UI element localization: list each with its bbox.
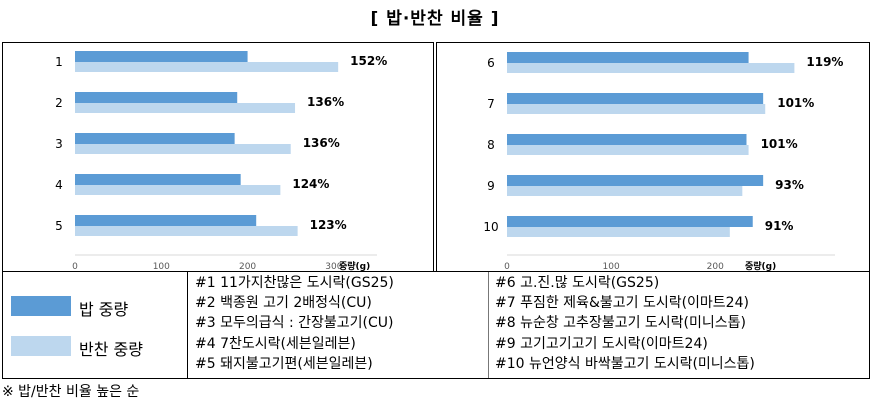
rice-bar	[75, 133, 235, 144]
ratio-data-label: 93%	[775, 178, 804, 192]
side-dish-bar	[507, 186, 743, 196]
x-tick-label: 200	[707, 262, 724, 271]
rice-bar	[507, 52, 749, 63]
ratio-data-label: 136%	[307, 95, 344, 109]
category-label: 7	[487, 97, 495, 111]
lunchbox-item-0: #6 고.진.많 도시락(GS25)	[495, 275, 660, 291]
side-dish-bar	[507, 145, 749, 155]
chart-panel-left: 0 100 200 300 중량(g) 1 152% 2 136% 3 136% 4 124% 5 123%	[2, 42, 434, 272]
rice-bar	[75, 51, 248, 62]
rice-bar	[507, 134, 747, 145]
lunchbox-item-3: #9 고기고기고기 도시락(이마트24)	[495, 335, 708, 352]
x-axis-label: 중량(g)	[745, 260, 776, 271]
legend-table: 밥 중량 반찬 중량 #1 11가지찬많은 도시락(GS25) #2 백종원 고기…	[2, 271, 870, 379]
side-dish-bar	[75, 103, 296, 113]
lunchbox-item-3: #4 7찬도시락(세븐일레븐)	[195, 335, 356, 352]
ratio-data-label: 123%	[310, 218, 347, 232]
category-label: 2	[55, 96, 63, 110]
chart-title: [ 밥·반찬 비율 ]	[370, 9, 500, 29]
x-tick-label: 100	[603, 262, 620, 271]
rice-bar	[507, 93, 764, 104]
item-list-left: #1 11가지찬많은 도시락(GS25) #2 백종원 고기 2배정식(CU) #3…	[195, 273, 394, 374]
category-label: 3	[55, 137, 63, 151]
category-label: 5	[55, 219, 63, 233]
side-dish-bar	[75, 144, 291, 154]
category-label: 10	[483, 220, 498, 234]
legend: 밥 중량 반찬 중량	[3, 272, 188, 378]
bar-chart-right: 0 100 200 중량(g) 6 119% 7 101% 8 101% 9 93% 10 91%	[483, 52, 843, 271]
category-label: 4	[55, 178, 63, 192]
rice-bar	[507, 216, 753, 227]
rice-bar	[507, 175, 764, 186]
side-dish-bar	[75, 226, 298, 236]
x-axis-label: 중량(g)	[339, 260, 370, 271]
legend-label-side: 반찬 중량	[79, 340, 143, 359]
lunchbox-item-1: #2 백종원 고기 2배정식(CU)	[195, 295, 372, 312]
ratio-data-label: 136%	[303, 136, 340, 150]
x-tick-label: 0	[504, 262, 510, 271]
footnote: ※ 밥/반찬 비율 높은 순	[2, 384, 140, 400]
lunchbox-item-1: #7 푸짐한 제육&불고기 도시락(이마트24)	[495, 295, 749, 312]
lunchbox-item-2: #3 모두의급식 : 간장불고기(CU)	[195, 315, 394, 332]
legend-label-rice: 밥 중량	[79, 300, 129, 319]
divider	[488, 272, 489, 378]
rice-bar	[75, 215, 257, 226]
category-label: 8	[487, 138, 495, 152]
ratio-data-label: 152%	[350, 54, 387, 68]
legend-swatch-rice	[11, 296, 71, 316]
ratio-data-label: 91%	[765, 219, 794, 233]
category-label: 6	[487, 56, 495, 70]
chart-panel-right: 0 100 200 중량(g) 6 119% 7 101% 8 101% 9 93% 10 91%	[436, 42, 870, 272]
rice-bar	[75, 92, 238, 103]
x-tick-label: 0	[72, 262, 78, 271]
lunchbox-item-0: #1 11가지찬많은 도시락(GS25)	[195, 275, 394, 291]
category-label: 1	[55, 55, 63, 69]
rice-bar	[75, 174, 241, 185]
side-dish-bar	[507, 63, 795, 73]
ratio-data-label: 124%	[292, 177, 329, 191]
side-dish-bar	[507, 227, 730, 237]
side-dish-bar	[507, 104, 766, 114]
x-tick-label: 300	[325, 262, 342, 271]
ratio-data-label: 101%	[777, 96, 814, 110]
ratio-data-label: 101%	[761, 137, 798, 151]
category-label: 9	[487, 179, 495, 193]
lunchbox-item-4: #5 돼지불고기편(세븐일레븐)	[195, 355, 373, 372]
lunchbox-item-2: #8 뉴순창 고추장불고기 도시락(미니스톱)	[495, 315, 746, 332]
side-dish-bar	[75, 62, 339, 72]
x-tick-label: 100	[153, 262, 170, 271]
side-dish-bar	[75, 185, 281, 195]
item-list-right: #6 고.진.많 도시락(GS25) #7 푸짐한 제육&불고기 도시락(이마트2…	[495, 273, 755, 374]
x-tick-label: 200	[239, 262, 256, 271]
ratio-data-label: 119%	[806, 55, 843, 69]
lunchbox-item-4: #10 뉴언양식 바싹불고기 도시락(미니스톱)	[495, 355, 755, 372]
legend-swatch-side	[11, 336, 71, 356]
